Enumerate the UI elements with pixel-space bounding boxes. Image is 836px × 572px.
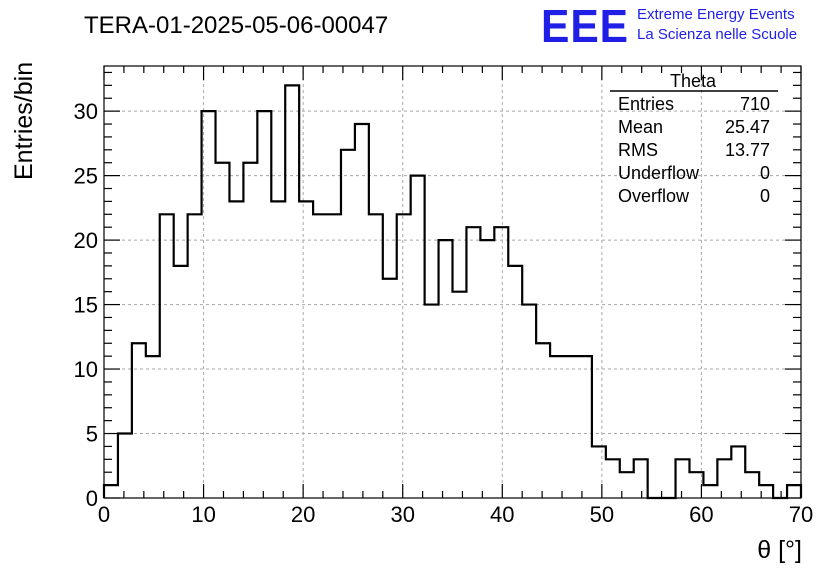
y-tick-label: 10 [74,357,98,382]
stats-label: Overflow [618,186,690,206]
plot-frame [103,65,802,499]
tick-labels: 0 10 20 30 40 50 60 70 0 5 10 15 20 25 30 [74,99,814,527]
stats-title: Theta [670,71,717,91]
y-tick-label: 15 [74,293,98,318]
x-tick-label: 20 [291,502,315,527]
stats-value: 0 [760,163,770,183]
y-tick-label: 30 [74,99,98,124]
y-tick-label: 0 [86,486,98,511]
stats-label: Mean [618,117,663,137]
stats-label: RMS [618,140,658,160]
histogram-outline [102,84,803,500]
axis-ticks [103,66,802,499]
x-tick-label: 10 [191,502,215,527]
stats-value: 13.77 [725,140,770,160]
x-tick-label: 70 [789,502,813,527]
stats-box: Theta Entries 710 Mean 25.47 RMS 13.77 Underfl… [610,71,778,206]
logo-subtitle-line1: Extreme Energy Events [637,6,795,23]
y-axis-label: Entries/bin [10,62,38,180]
y-tick-label: 25 [74,164,98,189]
eee-logo: EEE [541,0,629,52]
y-tick-label: 5 [86,422,98,447]
stats-value: 25.47 [725,117,770,137]
stats-value: 0 [760,186,770,206]
y-tick-label: 20 [74,228,98,253]
run-title: TERA-01-2025-05-06-00047 [84,12,388,39]
x-tick-label: 60 [689,502,713,527]
stats-rows: Entries 710 Mean 25.47 RMS 13.77 Underflow 0 Ove… [618,94,770,206]
stats-label: Underflow [618,163,700,183]
stats-label: Entries [618,94,674,114]
x-axis-label: θ [°] [757,536,802,564]
x-tick-label: 50 [590,502,614,527]
x-tick-label: 30 [390,502,414,527]
x-tick-label: 0 [98,502,110,527]
logo-subtitle-line2: La Scienza nelle Scuole [637,26,797,43]
stats-value: 710 [740,94,770,114]
x-tick-label: 40 [490,502,514,527]
